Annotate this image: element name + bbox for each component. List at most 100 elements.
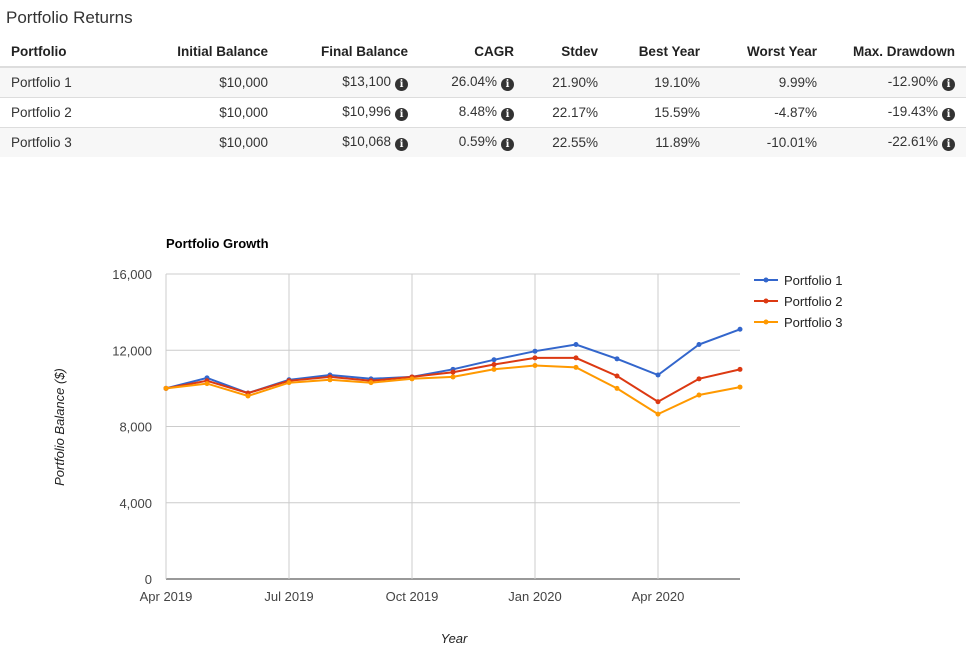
cagr-value: 0.59% (458, 134, 497, 149)
data-point (286, 380, 292, 386)
data-point (409, 376, 415, 382)
cell-initial-balance: $10,000 (142, 97, 279, 128)
header-cagr: CAGR (419, 36, 525, 68)
data-point (573, 364, 579, 370)
table-row: Portfolio 2 $10,000 $10,996 i 8.48% i 22.1… (0, 97, 966, 128)
data-point (655, 399, 661, 405)
data-point (573, 355, 579, 361)
y-tick-label: 12,000 (112, 343, 152, 358)
data-point (532, 363, 538, 368)
x-tick-label: Oct 2019 (386, 589, 439, 604)
cell-final-balance: $10,996 i (279, 97, 419, 128)
cell-max-drawdown: -12.90% i (828, 66, 966, 98)
legend-label: Portfolio 2 (784, 294, 843, 309)
x-axis-ticks: Apr 2019 Jul 2019 Oct 2019 Jan 2020 Apr 2020 (140, 589, 685, 604)
data-point (737, 366, 743, 372)
legend-swatch-point (763, 277, 769, 283)
data-point (696, 376, 702, 382)
cell-worst-year: 9.99% (711, 66, 828, 98)
data-point (368, 380, 374, 386)
drawdown-value: -12.90% (887, 74, 938, 89)
info-circle-icon[interactable]: i (942, 108, 955, 121)
data-point (737, 326, 743, 332)
cell-cagr: 26.04% i (419, 66, 525, 98)
info-circle-icon[interactable]: i (501, 138, 514, 151)
header-final-balance: Final Balance (279, 36, 419, 68)
y-tick-label: 0 (145, 572, 152, 587)
series-line (165, 328, 741, 395)
y-tick-label: 4,000 (119, 496, 152, 511)
chart-legend: Portfolio 1 Portfolio 2 Portfolio 3 (754, 273, 843, 330)
data-point (491, 357, 497, 363)
header-best-year: Best Year (609, 36, 711, 68)
info-circle-icon[interactable]: i (942, 78, 955, 91)
data-point (573, 342, 579, 348)
cell-cagr: 8.48% i (419, 97, 525, 128)
data-point (696, 392, 702, 398)
x-tick-label: Jan 2020 (508, 589, 562, 604)
final-balance-value: $10,068 (342, 134, 391, 149)
data-point (491, 366, 497, 372)
cell-best-year: 19.10% (609, 66, 711, 98)
info-circle-icon[interactable]: i (501, 108, 514, 121)
x-axis-label: Year (441, 631, 468, 646)
y-tick-label: 8,000 (119, 420, 152, 435)
info-circle-icon[interactable]: i (395, 78, 408, 91)
cell-portfolio-name: Portfolio 1 (0, 66, 142, 98)
cell-stdev: 21.90% (525, 66, 609, 98)
data-point (491, 362, 497, 368)
header-worst-year: Worst Year (711, 36, 828, 68)
info-circle-icon[interactable]: i (501, 78, 514, 91)
table-row: Portfolio 1 $10,000 $13,100 i 26.04% i 21.… (0, 66, 966, 98)
header-initial-balance: Initial Balance (142, 36, 279, 68)
legend-swatch-point (763, 298, 769, 304)
data-point (245, 393, 251, 399)
legend-swatch-point (763, 319, 769, 325)
table-row: Portfolio 3 $10,000 $10,068 i 0.59% i 22.5… (0, 127, 966, 157)
data-point (696, 342, 702, 348)
cell-portfolio-name: Portfolio 3 (0, 127, 142, 157)
header-max-drawdown: Max. Drawdown (828, 36, 966, 68)
legend-label: Portfolio 1 (784, 273, 843, 288)
data-point (163, 385, 169, 391)
data-point (614, 385, 620, 391)
section-title: Portfolio Returns (6, 8, 133, 27)
x-tick-label: Apr 2019 (140, 589, 193, 604)
y-axis-ticks: 0 4,000 8,000 12,000 16,000 (112, 267, 152, 587)
returns-table: Portfolio Initial Balance Final Balance … (0, 36, 966, 157)
data-point (655, 372, 661, 378)
drawdown-value: -19.43% (887, 104, 938, 119)
final-balance-value: $13,100 (342, 74, 391, 89)
cell-worst-year: -10.01% (711, 127, 828, 157)
cell-portfolio-name: Portfolio 2 (0, 97, 142, 128)
data-point (737, 384, 743, 390)
cagr-value: 26.04% (451, 74, 497, 89)
header-stdev: Stdev (525, 36, 609, 68)
cagr-value: 8.48% (458, 104, 497, 119)
header-portfolio: Portfolio (0, 36, 142, 68)
cell-stdev: 22.55% (525, 127, 609, 157)
data-point (450, 374, 456, 380)
info-circle-icon[interactable]: i (395, 138, 408, 151)
cell-worst-year: -4.87% (711, 97, 828, 128)
info-circle-icon[interactable]: i (942, 138, 955, 151)
cell-max-drawdown: -22.61% i (828, 127, 966, 157)
cell-best-year: 15.59% (609, 97, 711, 128)
table-header-row: Portfolio Initial Balance Final Balance … (0, 36, 966, 68)
drawdown-value: -22.61% (887, 134, 938, 149)
info-circle-icon[interactable]: i (395, 108, 408, 121)
chart-series (163, 326, 743, 417)
portfolio-growth-chart: Portfolio Growth 0 4,000 8,000 12,000 16,000… (52, 236, 843, 646)
chart-grid (165, 273, 740, 580)
final-balance-value: $10,996 (342, 104, 391, 119)
data-point (450, 369, 456, 375)
cell-initial-balance: $10,000 (142, 127, 279, 157)
cell-cagr: 0.59% i (419, 127, 525, 157)
data-point (614, 373, 620, 379)
x-tick-label: Jul 2019 (264, 589, 313, 604)
data-point (204, 381, 210, 387)
cell-initial-balance: $10,000 (142, 66, 279, 98)
data-point (327, 377, 333, 383)
y-tick-label: 16,000 (112, 267, 152, 282)
legend-label: Portfolio 3 (784, 315, 843, 330)
